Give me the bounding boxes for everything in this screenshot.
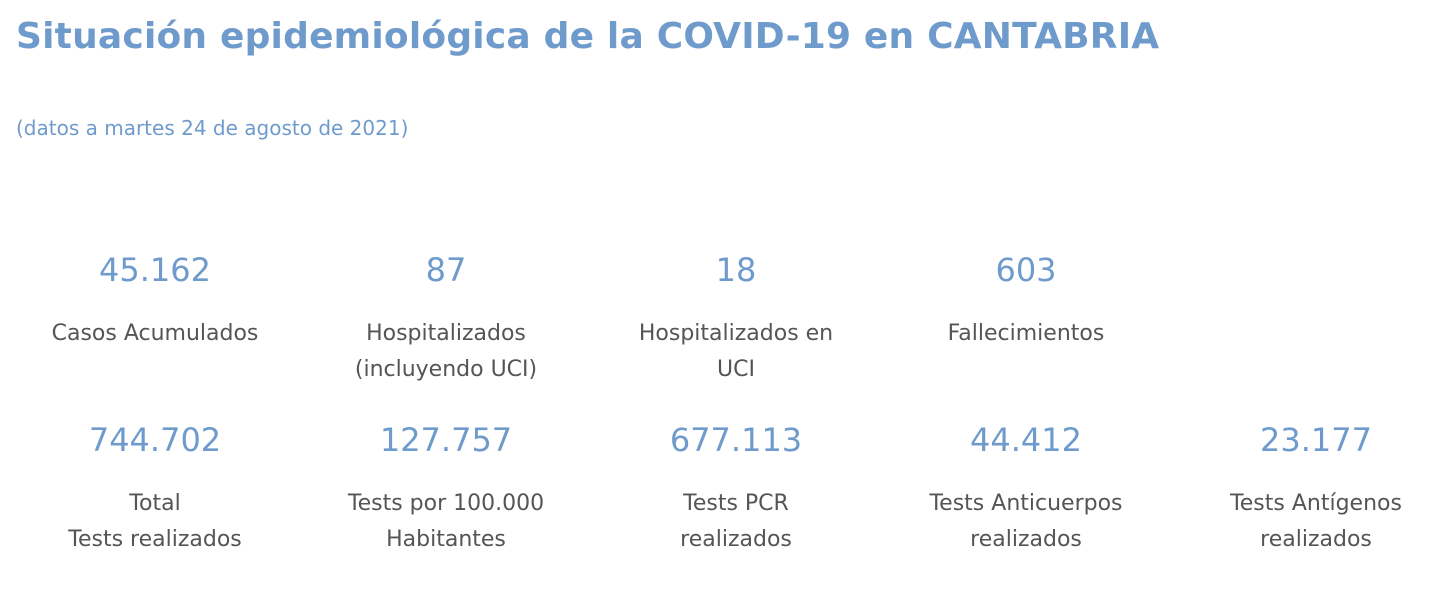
stat-label: Tests Antígenos realizados bbox=[1230, 491, 1402, 552]
stat-hospitalizados: 87 Hospitalizados (incluyendo UCI) bbox=[301, 250, 591, 388]
stat-uci: 18 Hospitalizados en UCI bbox=[591, 250, 881, 388]
stat-tests-anticuerpos: 44.412 Tests Anticuerpos realizados bbox=[881, 420, 1171, 558]
stat-label: Tests PCR realizados bbox=[680, 491, 792, 552]
stat-value: 44.412 bbox=[970, 421, 1082, 459]
stat-value: 18 bbox=[715, 251, 757, 289]
stat-value: 45.162 bbox=[99, 251, 211, 289]
page-title: Situación epidemiológica de la COVID-19 … bbox=[16, 16, 1160, 57]
stat-total-tests: 744.702 Total Tests realizados bbox=[10, 420, 300, 558]
stat-value: 127.757 bbox=[379, 421, 513, 459]
stat-value: 677.113 bbox=[669, 421, 803, 459]
stat-tests-antigenos: 23.177 Tests Antígenos realizados bbox=[1171, 420, 1444, 558]
date-subtitle: (datos a martes 24 de agosto de 2021) bbox=[16, 116, 409, 140]
stat-value: 744.702 bbox=[88, 421, 222, 459]
stat-tests-pcr: 677.113 Tests PCR realizados bbox=[591, 420, 881, 558]
stat-value: 603 bbox=[995, 251, 1057, 289]
stat-label: Fallecimientos bbox=[947, 321, 1105, 346]
stat-fallecimientos: 603 Fallecimientos bbox=[881, 250, 1171, 352]
stat-label: Hospitalizados en UCI bbox=[638, 321, 834, 382]
stat-tests-por-100000: 127.757 Tests por 100.000 Habitantes bbox=[301, 420, 591, 558]
stat-value: 23.177 bbox=[1260, 421, 1372, 459]
stat-label: Casos Acumulados bbox=[51, 321, 259, 346]
stat-value: 87 bbox=[425, 251, 467, 289]
stat-label: Tests Anticuerpos realizados bbox=[929, 491, 1123, 552]
stat-label: Hospitalizados (incluyendo UCI) bbox=[354, 321, 538, 382]
stat-casos-acumulados: 45.162 Casos Acumulados bbox=[10, 250, 300, 352]
stat-label: Tests por 100.000 Habitantes bbox=[347, 491, 545, 552]
stat-label: Total Tests realizados bbox=[68, 491, 242, 552]
